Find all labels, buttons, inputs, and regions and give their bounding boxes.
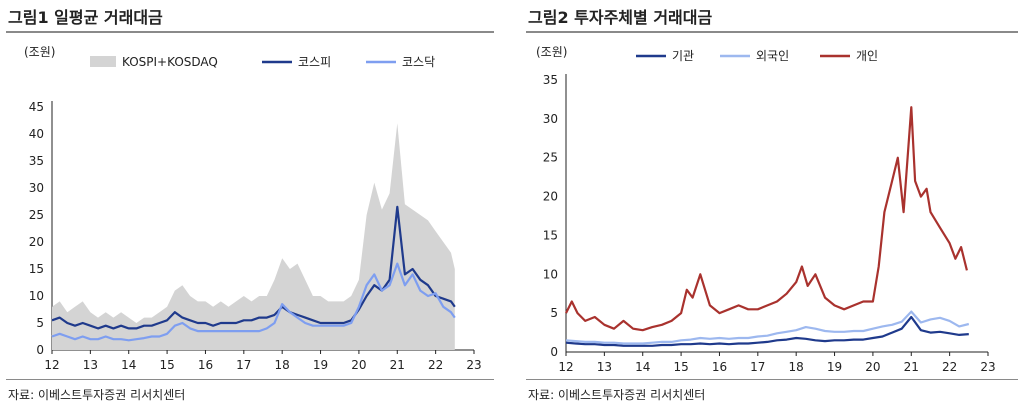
x-tick-label: 19	[313, 358, 328, 372]
x-tick-label: 21	[904, 360, 919, 374]
x-tick-label: 19	[827, 360, 842, 374]
y-tick-label: 35	[543, 73, 558, 87]
series-line-2	[565, 106, 968, 332]
legend-label: 코스피	[298, 55, 331, 69]
y-tick-label: 35	[29, 154, 44, 168]
y-unit-label: (조원)	[24, 45, 55, 59]
x-tick-label: 22	[942, 360, 957, 374]
legend-label: 개인	[856, 49, 878, 63]
x-tick-label: 20	[351, 358, 366, 372]
x-tick-label: 23	[466, 358, 481, 372]
figure-2-title: 그림2 투자주체별 거래대금	[528, 8, 713, 27]
y-tick-label: 40	[29, 127, 44, 141]
figure-1: 그림1 일평균 거래대금 (조원) 0 5 10 15 20 25 30 35 40 45 12 13 1…	[0, 0, 500, 412]
chart-1: (조원) 0 5 10 15 20 25 30 35 40 45 12 13 14 15 16 17 18 19 20…	[24, 45, 482, 372]
legend-label: KOSPI+KOSDAQ	[122, 55, 218, 69]
x-tick-label: 12	[44, 358, 59, 372]
y-tick-label: 25	[29, 208, 44, 222]
x-tick-label: 20	[865, 360, 880, 374]
x-tick-label: 17	[236, 358, 251, 372]
figure-2-source: 자료: 이베스트투자증권 리서치센터	[528, 388, 706, 402]
x-tick-label: 21	[390, 358, 405, 372]
series-line-1	[565, 310, 970, 345]
x-tick-label: 15	[673, 360, 688, 374]
y-tick-label: 20	[543, 190, 558, 204]
figure-2: 그림2 투자주체별 거래대금 (조원) 0 5 10 15 20 25 30 35 12 13 14 1…	[520, 0, 1024, 412]
figure-1-source: 자료: 이베스트투자증권 리서치센터	[8, 388, 186, 402]
figure-1-bottom-rule	[6, 379, 494, 380]
x-tick-label: 13	[597, 360, 612, 374]
figure-2-bottom-rule	[526, 379, 1018, 380]
x-tick-label: 13	[83, 358, 98, 372]
y-tick-label: 20	[29, 235, 44, 249]
x-tick-label: 14	[121, 358, 136, 372]
x-tick-label: 12	[558, 360, 573, 374]
legend-label: 기관	[672, 49, 694, 63]
x-tick-label: 22	[428, 358, 443, 372]
series-line-0	[565, 315, 969, 347]
figure-1-top-rule	[6, 31, 494, 33]
y-tick-label: 0	[550, 345, 558, 359]
x-tick-label: 23	[980, 360, 995, 374]
legend-label: 코스닥	[402, 55, 435, 69]
y-unit-label: (조원)	[536, 45, 567, 59]
x-tick-label: 16	[198, 358, 213, 372]
x-tick-label: 17	[750, 360, 765, 374]
y-tick-label: 5	[36, 316, 44, 330]
legend-swatch	[90, 56, 116, 67]
y-tick-label: 10	[543, 267, 558, 281]
y-tick-label: 5	[550, 306, 558, 320]
y-tick-label: 10	[29, 289, 44, 303]
x-tick-label: 18	[275, 358, 290, 372]
chart-2: (조원) 0 5 10 15 20 25 30 35 12 13 14 15 16 17 18 19 20 21 22…	[536, 45, 996, 374]
y-tick-label: 45	[29, 100, 44, 114]
figure-2-top-rule	[526, 31, 1018, 33]
x-tick-label: 18	[789, 360, 804, 374]
y-tick-label: 30	[543, 112, 558, 126]
series-area-0	[52, 123, 455, 350]
x-tick-label: 14	[635, 360, 650, 374]
series-line-2	[51, 262, 456, 342]
y-tick-label: 0	[36, 343, 44, 357]
x-tick-label: 15	[159, 358, 174, 372]
x-tick-label: 16	[712, 360, 727, 374]
y-tick-label: 25	[543, 151, 558, 165]
figure-1-title: 그림1 일평균 거래대금	[8, 8, 163, 27]
series-line-1	[51, 205, 456, 330]
y-tick-label: 15	[29, 262, 44, 276]
y-tick-label: 30	[29, 181, 44, 195]
y-tick-label: 15	[543, 228, 558, 242]
legend-label: 외국인	[756, 49, 789, 63]
